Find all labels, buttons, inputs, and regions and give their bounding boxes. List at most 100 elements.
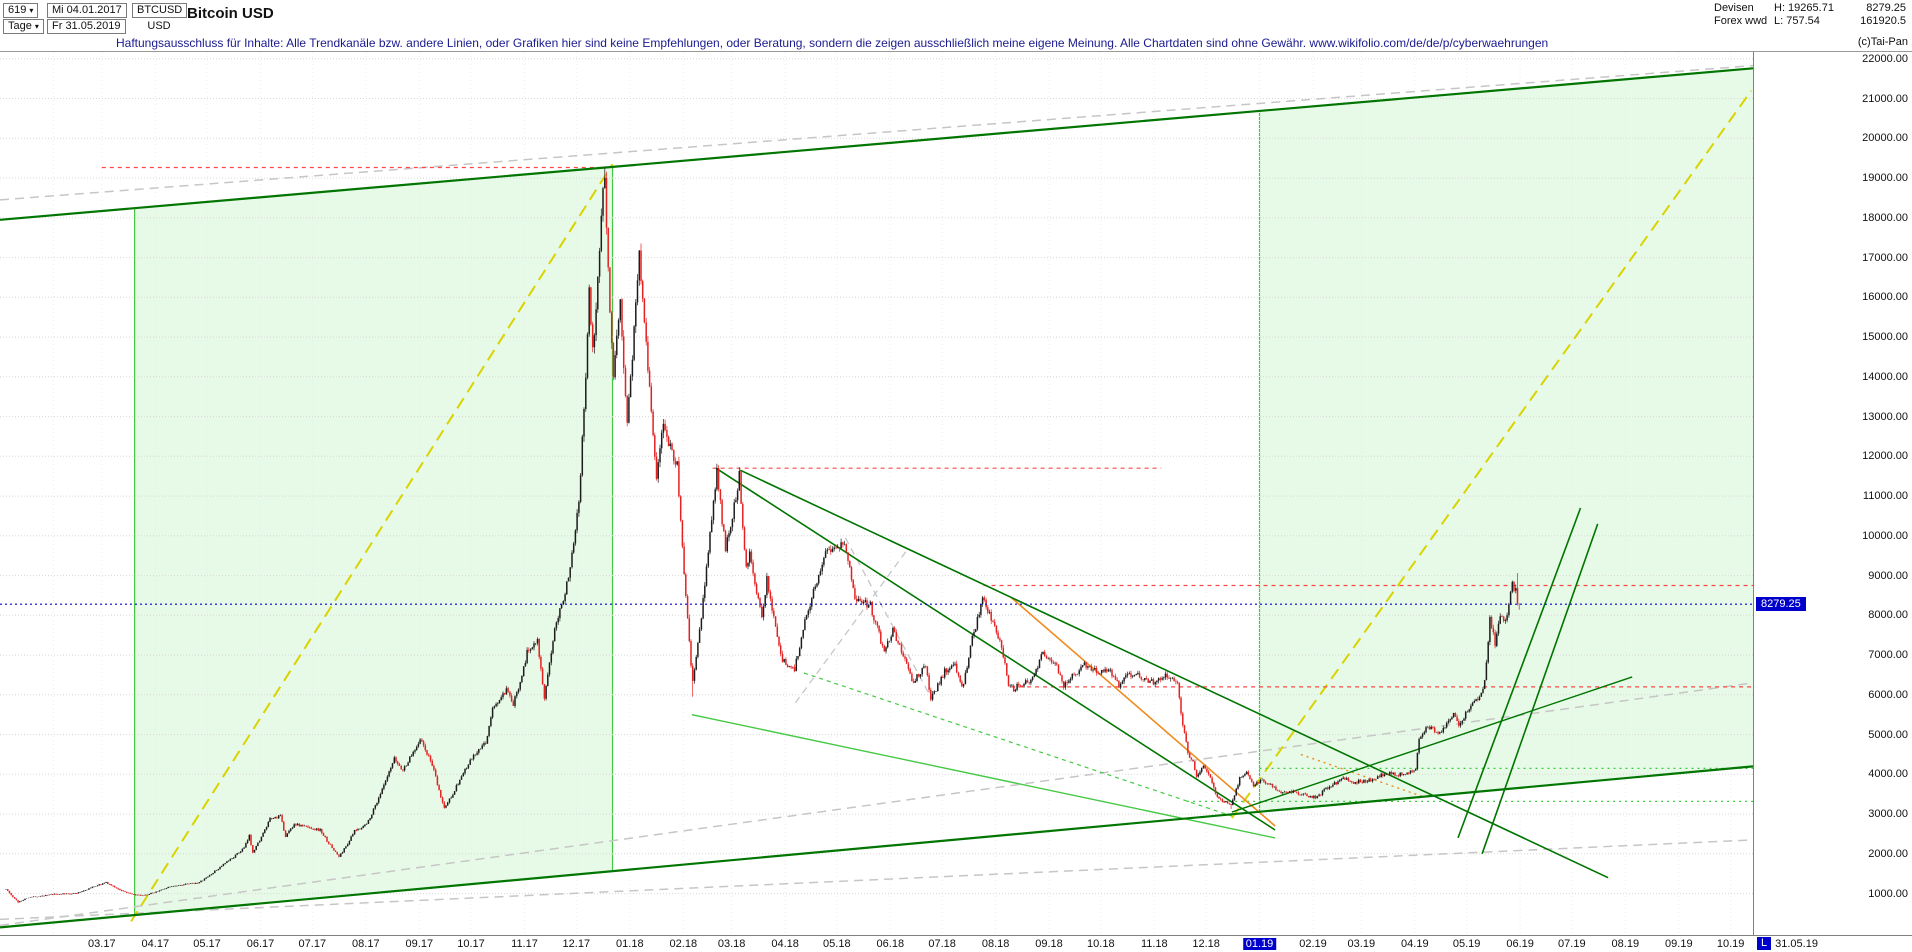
last-date: 31.05.19	[1775, 937, 1818, 950]
price-axis-label: 15000.00	[1862, 331, 1908, 344]
last-price-value: 8279.25	[1866, 2, 1906, 14]
copyright-label: (c)Tai-Pan	[1857, 36, 1908, 48]
period-high: H: 19265.71	[1774, 2, 1834, 14]
price-axis-label: 6000.00	[1868, 688, 1908, 701]
market-sub-label: Forex wwd	[1714, 15, 1768, 27]
gray-wedge-up-2018	[794, 551, 907, 704]
price-axis-label: 22000.00	[1862, 52, 1908, 65]
price-axis-label: 21000.00	[1862, 92, 1908, 105]
time-axis-label: 03.19	[1347, 938, 1376, 950]
price-axis-label: 7000.00	[1868, 649, 1908, 662]
time-axis-label: 04.18	[771, 938, 799, 950]
price-chart[interactable]	[0, 52, 1753, 935]
time-axis-label: 12.18	[1192, 938, 1220, 950]
chevron-down-icon: ▾	[34, 22, 39, 31]
parabolic-projection-2019	[1231, 90, 1753, 819]
gray-wedge-down-2018	[844, 537, 933, 700]
time-axis-label: 03.17	[88, 938, 116, 950]
time-axis-label: 11.18	[1140, 938, 1168, 950]
time-axis-label: 03.18	[717, 938, 746, 950]
time-axis-label: 08.18	[981, 938, 1010, 950]
bars-count-dropdown[interactable]: 619 ▾	[3, 3, 39, 18]
quote-info-panel: Devisen H: 19265.71 8279.25 Forex wwd L:…	[1714, 2, 1908, 28]
last-price-tag: 8279.25	[1756, 597, 1806, 612]
chart-title: Bitcoin USD	[187, 5, 274, 22]
time-axis-label: 04.17	[141, 938, 170, 950]
projection-channel-2019-fill	[1259, 68, 1753, 812]
trend-channel-fills	[134, 68, 1753, 915]
price-axis-label: 12000.00	[1862, 450, 1908, 463]
date-from-field[interactable]: Mi 04.01.2017	[47, 3, 127, 18]
rally-support-steep-1	[1457, 507, 1582, 839]
parabolic-2017	[130, 163, 614, 922]
price-axis-label: 17000.00	[1862, 251, 1908, 264]
recovery-trend	[1231, 676, 1633, 813]
time-axis-label: 04.19	[1401, 938, 1429, 950]
market-label: Devisen	[1714, 2, 1754, 14]
price-axis-label: 13000.00	[1862, 410, 1908, 423]
price-axis-label: 1000.00	[1868, 887, 1908, 900]
price-axis-label: 10000.00	[1862, 529, 1908, 542]
time-axis-label: 02.18	[669, 938, 698, 950]
symbol-field[interactable]: BTCUSD	[132, 3, 188, 18]
time-axis-label: 06.19	[1506, 938, 1534, 950]
time-axis-label: 02.19	[1299, 938, 1327, 950]
time-axis-label: 05.19	[1452, 938, 1481, 950]
plot-area	[0, 52, 1753, 935]
gray-lower-shallow	[0, 839, 1753, 921]
candlestick-series	[5, 167, 1520, 904]
time-axis-label: 01.19	[1242, 938, 1277, 950]
gray-upper-parallel	[0, 64, 1753, 201]
last-bar-marker: L 31.05.19	[1757, 937, 1818, 950]
time-axis-label: 09.18	[1035, 938, 1063, 950]
gridlines	[0, 52, 1753, 935]
time-axis-label: 07.17	[298, 938, 327, 950]
timeframe-value: Tage	[8, 20, 32, 32]
disclaimer-text: Haftungsausschluss für Inhalte: Alle Tre…	[0, 36, 1912, 52]
volume-value: 161920.5	[1860, 15, 1906, 27]
price-axis-label: 20000.00	[1862, 132, 1908, 145]
currency-label: USD	[147, 20, 171, 32]
wedge-support-2	[803, 672, 1233, 817]
upper-channel-line	[0, 67, 1753, 221]
time-axis-label: 06.17	[246, 938, 275, 950]
price-axis-label: 16000.00	[1862, 291, 1908, 304]
time-axis-label: 07.18	[928, 938, 956, 950]
time-axis-label: 10.17	[457, 938, 485, 950]
up-candle-bodies	[5, 177, 1517, 903]
time-axis-label: 08.19	[1611, 938, 1640, 950]
last-flag: L	[1757, 937, 1772, 950]
time-axis-label: 01.18	[616, 938, 644, 950]
downtrend-long	[739, 469, 1609, 879]
price-axis-label: 19000.00	[1862, 172, 1908, 185]
price-axis-label: 18000.00	[1862, 211, 1908, 224]
rally-support-steep-2	[1481, 523, 1599, 855]
price-axis-label: 4000.00	[1868, 768, 1908, 781]
time-axis-label: 06.18	[876, 938, 905, 950]
time-axis-label: 10.19	[1716, 938, 1745, 950]
time-axis[interactable]: L 31.05.19 03.17 04.17 05.17 06.17 07.17 08.1…	[0, 935, 1912, 952]
downtrend-major	[715, 467, 1276, 831]
price-axis-label: 11000.00	[1862, 490, 1908, 503]
price-axis-label: 14000.00	[1862, 370, 1908, 383]
trendlines	[0, 64, 1753, 929]
time-axis-label: 09.17	[405, 938, 434, 950]
bars-count-value: 619	[8, 4, 27, 16]
timeframe-dropdown[interactable]: Tage ▾	[3, 19, 44, 34]
price-axis[interactable]: 8279.25 1000.00 2000.00 3000.00 4000.00 5000…	[1753, 52, 1912, 935]
time-axis-label: 09.19	[1665, 938, 1693, 950]
time-axis-label: 05.17	[193, 938, 221, 950]
period-low: L: 757.54	[1774, 15, 1820, 27]
time-axis-label: 07.19	[1558, 938, 1586, 950]
price-axis-label: 5000.00	[1868, 728, 1908, 741]
price-axis-label: 8000.00	[1868, 609, 1908, 622]
chevron-down-icon: ▾	[29, 6, 34, 15]
down-candle-bodies	[7, 177, 1520, 903]
time-axis-label: 11.17	[511, 938, 538, 950]
date-to-field[interactable]: Fr 31.05.2019	[47, 19, 126, 34]
time-axis-label: 10.18	[1087, 938, 1115, 950]
wedge-support	[691, 714, 1276, 839]
orange-downtrend	[1010, 596, 1276, 827]
lower-channel-line	[0, 765, 1753, 929]
